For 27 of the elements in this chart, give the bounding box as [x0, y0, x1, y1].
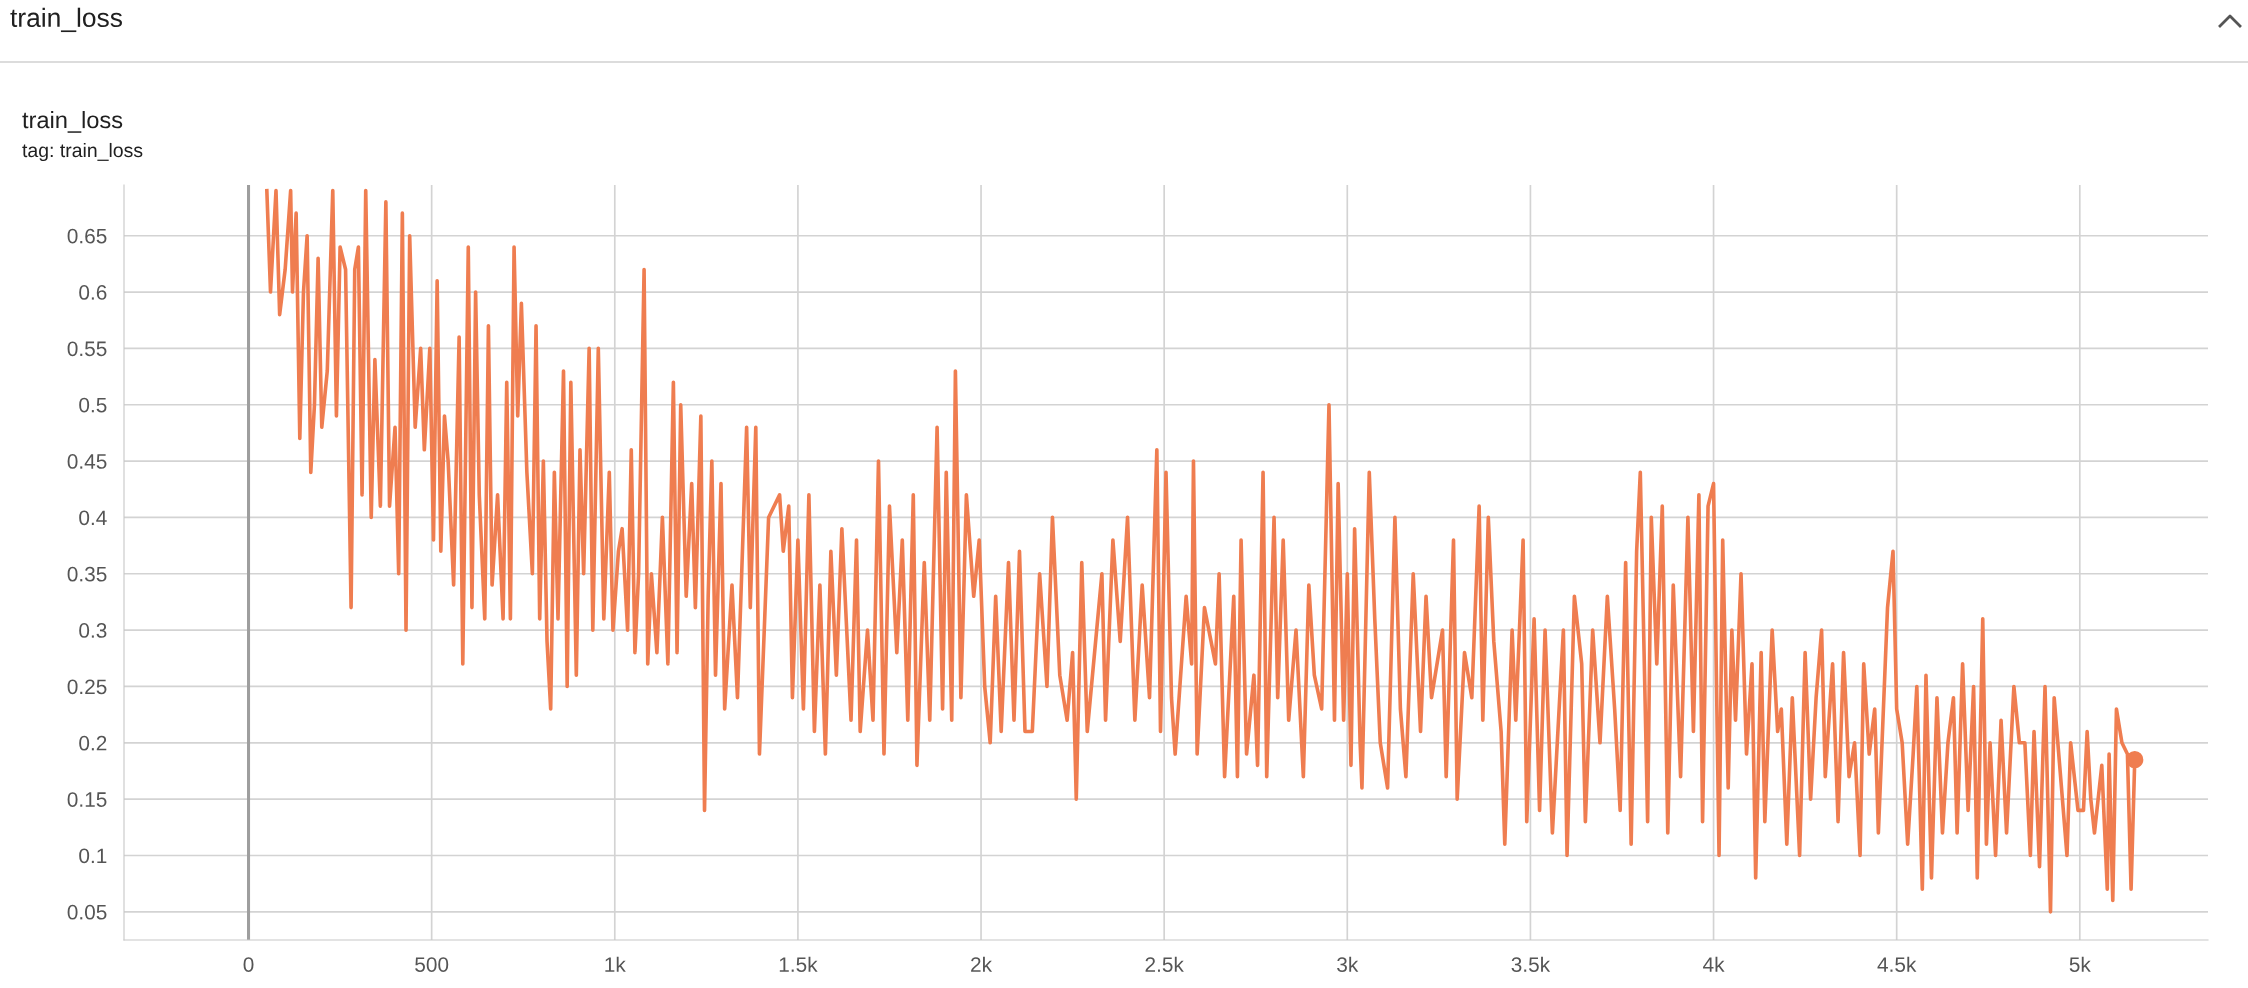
y-tick-label: 0.4	[79, 510, 107, 526]
text: train_loss	[10, 7, 122, 33]
x-tick-label: 3.5k	[1511, 956, 1551, 972]
x-tick-label: 500	[415, 957, 449, 972]
y-tick-label: 0.05	[67, 904, 107, 920]
y-tick-label: 0.15	[67, 792, 107, 807]
x-tick-label: 3k	[1337, 956, 1359, 972]
x-tick-label: 2k	[971, 956, 993, 972]
chart-title: train_loss	[22, 111, 123, 133]
y-tick-label: 0.25	[67, 679, 107, 695]
x-tick-label: 2.5k	[1145, 956, 1184, 972]
y-tick-label: 0.6	[79, 285, 107, 300]
y-tick-label: 0.35	[67, 566, 107, 582]
y-tick-label: 0.55	[67, 341, 107, 357]
y-tick-label: 0.2	[79, 735, 107, 751]
x-tick-label: 4.5k	[1877, 956, 1917, 972]
chart-subtitle: tag: train_loss	[22, 142, 143, 162]
y-tick-label: 0.3	[79, 623, 107, 638]
y-tick-label: 0.45	[67, 454, 107, 469]
x-tick-label: 1k	[605, 956, 626, 972]
y-tick-label: 0.1	[79, 848, 107, 864]
y-tick-label: 0.65	[67, 228, 107, 244]
y-tick-label: 0.5	[79, 397, 107, 413]
x-tick-label: 0	[243, 957, 254, 972]
x-tick-label: 1.5k	[779, 956, 818, 972]
x-tick-label: 4k	[1703, 956, 1725, 972]
x-tick-label: 5k	[2069, 956, 2091, 972]
